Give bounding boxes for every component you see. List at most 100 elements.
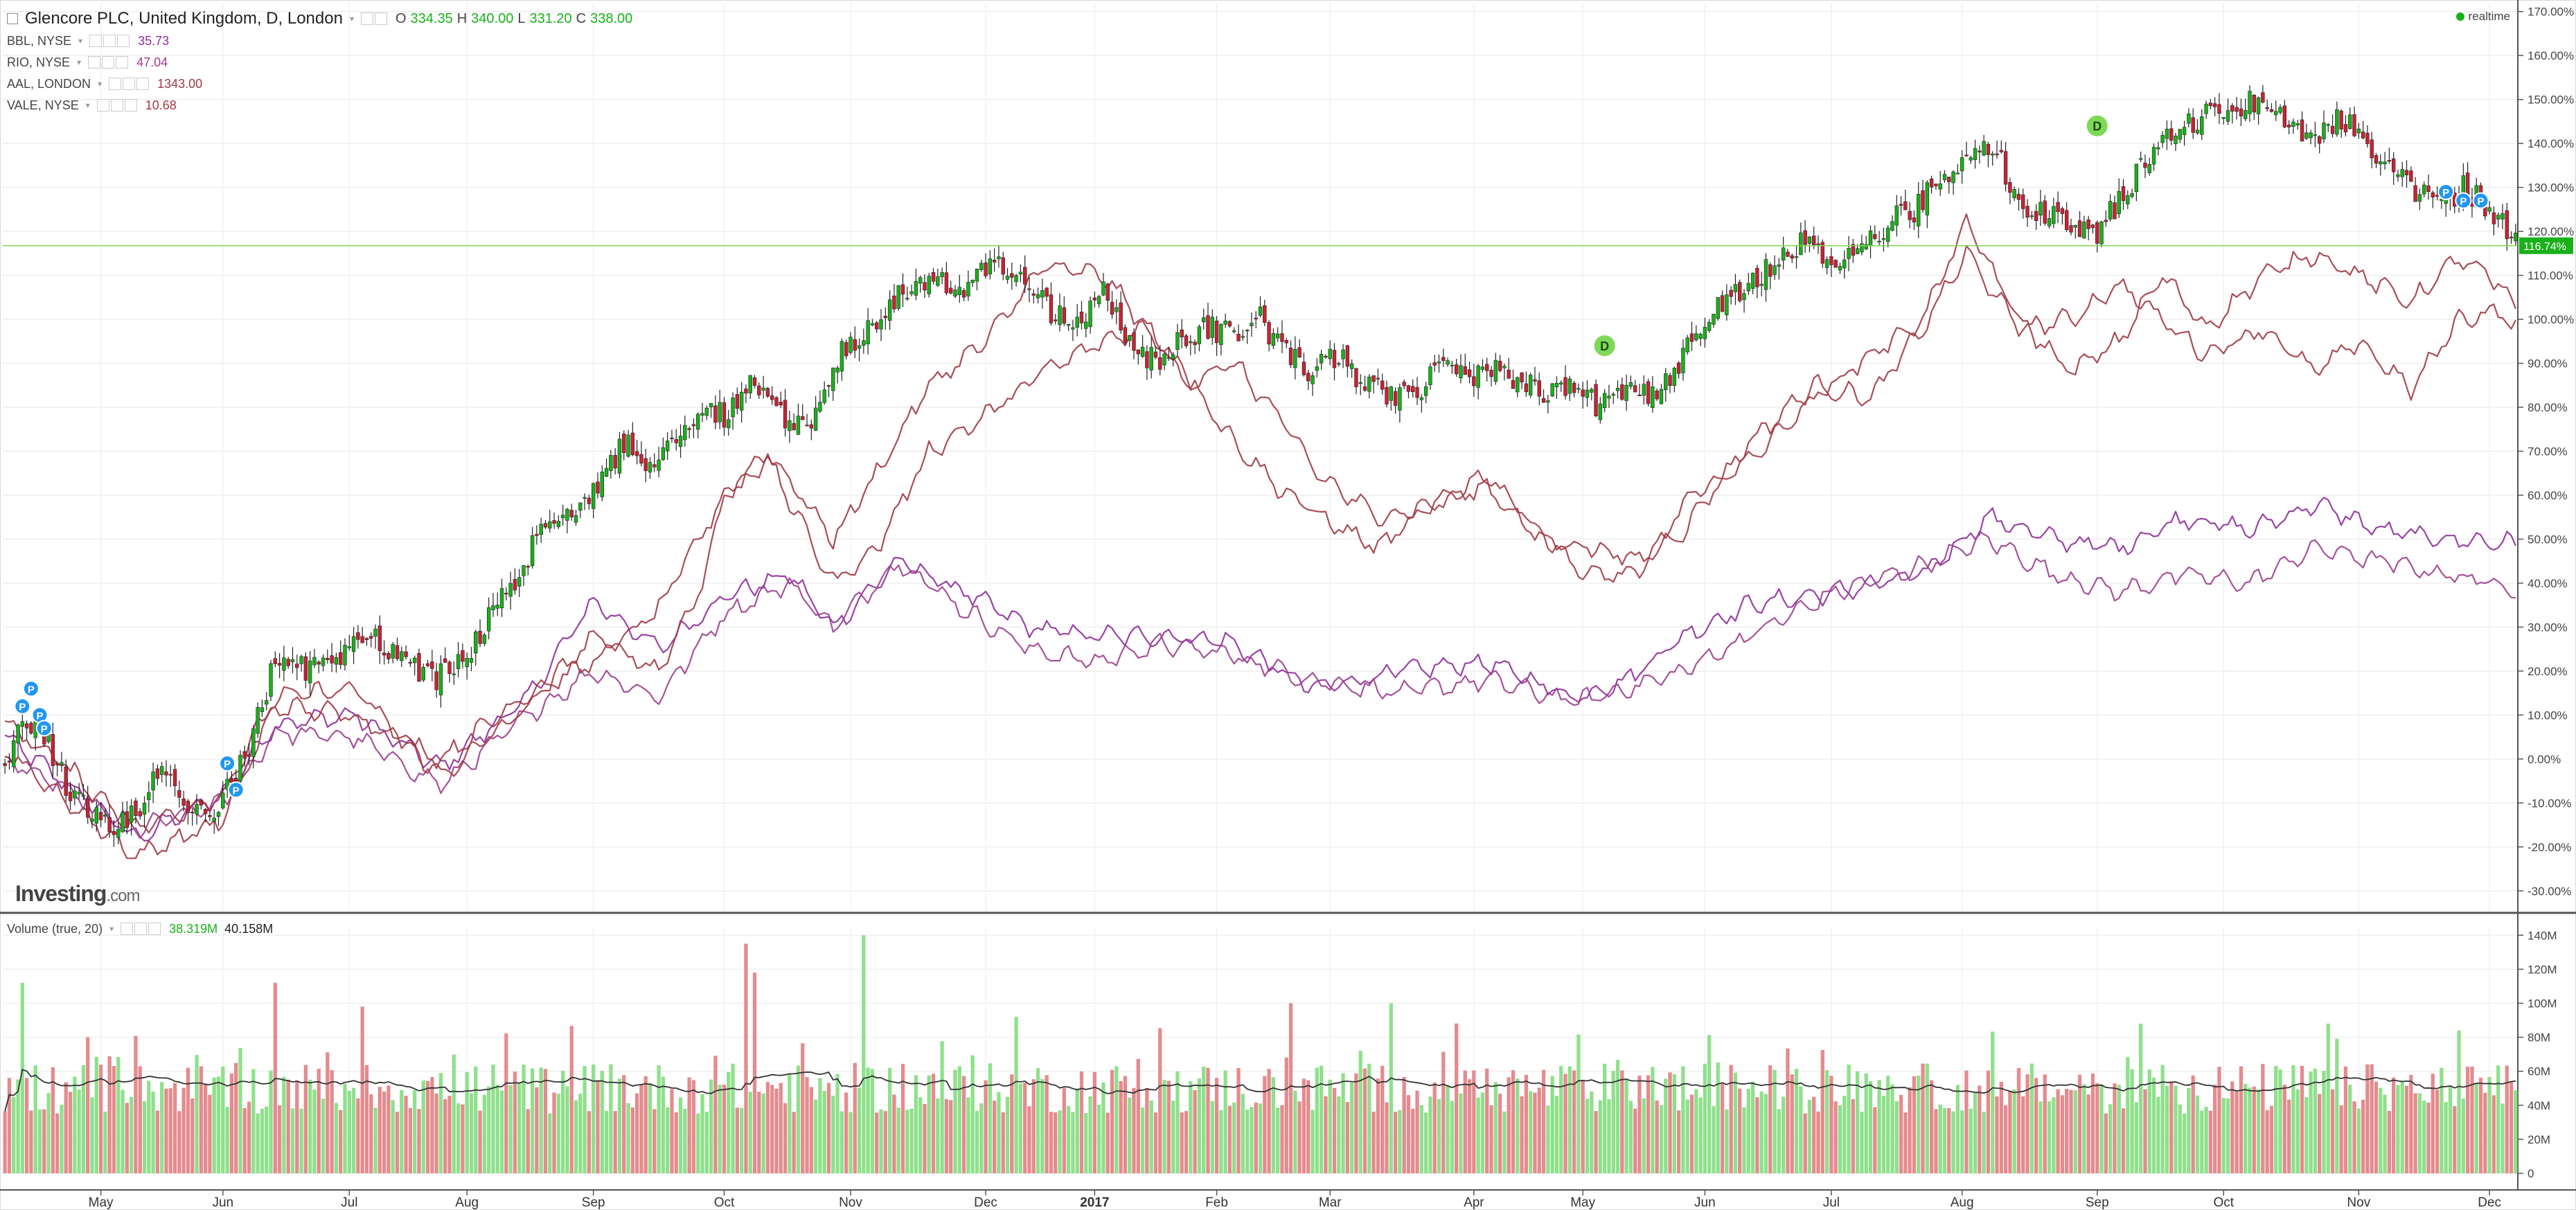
chevron-down-icon[interactable]: ▾ xyxy=(98,79,103,89)
chevron-down-icon[interactable]: ▾ xyxy=(77,57,82,67)
candle xyxy=(1437,361,1441,364)
p-marker[interactable] xyxy=(2472,192,2489,209)
volume-bar xyxy=(474,1066,478,1173)
legend-name[interactable]: BBL, NYSE xyxy=(7,33,72,48)
y-tick-label: 60.00% xyxy=(2528,489,2568,502)
candle xyxy=(1768,264,1773,277)
volume-bar xyxy=(1140,1107,1145,1173)
volume-bar xyxy=(1502,1111,1507,1173)
volume-bar xyxy=(1498,1094,1502,1173)
volume-bar xyxy=(1847,1065,1851,1173)
candle xyxy=(2221,117,2226,119)
volume-bar xyxy=(1864,1073,1868,1173)
legend-item[interactable]: RIO, NYSE ▾ 47.04 xyxy=(7,53,168,71)
volume-bar xyxy=(1345,1102,1350,1173)
volume-bar xyxy=(1851,1098,1855,1173)
candle xyxy=(744,389,748,394)
volume-bar xyxy=(2453,1106,2457,1173)
candle xyxy=(1847,248,1851,259)
legend-item[interactable]: VALE, NYSE ▾ 10.68 xyxy=(7,96,177,114)
volume-bar xyxy=(1328,1079,1332,1173)
candle xyxy=(68,792,73,801)
ohlc-value: 338.00 xyxy=(590,10,633,26)
marker-label: P xyxy=(19,702,26,713)
candle xyxy=(1415,386,1419,398)
candle xyxy=(940,272,944,278)
volume-bar xyxy=(1132,1087,1136,1173)
volume-bar xyxy=(251,1069,256,1173)
volume-controls[interactable] xyxy=(121,923,162,935)
chevron-down-icon[interactable]: ▾ xyxy=(349,14,354,24)
candle xyxy=(1271,333,1276,346)
legend-item[interactable]: AAL, LONDON ▾ 1343.00 xyxy=(7,75,202,93)
volume-bar xyxy=(674,1112,678,1173)
volume-bar xyxy=(134,1035,138,1173)
legend-name[interactable]: VALE, NYSE xyxy=(7,98,79,112)
volume-bar xyxy=(438,1073,443,1173)
volume-bar xyxy=(1868,1081,1873,1173)
candle xyxy=(713,405,718,423)
candle xyxy=(1786,251,1790,257)
legend-controls[interactable] xyxy=(88,56,130,69)
candle xyxy=(81,794,86,797)
volume-bar xyxy=(905,1110,909,1173)
volume-bar xyxy=(2435,1089,2440,1173)
chevron-down-icon[interactable]: ▾ xyxy=(85,100,90,110)
p-marker[interactable] xyxy=(2455,192,2472,209)
candle xyxy=(2169,128,2174,141)
candle xyxy=(2295,123,2300,125)
volume-bar xyxy=(1432,1082,1437,1173)
candle xyxy=(1829,256,1833,265)
candle xyxy=(657,459,661,471)
candle xyxy=(1820,242,1824,264)
legend-name[interactable]: AAL, LONDON xyxy=(7,76,91,91)
volume-bar xyxy=(1105,1112,1110,1173)
volume-bar xyxy=(1637,1075,1642,1173)
volume-bar xyxy=(364,1065,369,1173)
chart-title[interactable]: Glencore PLC, United Kingdom, D, London xyxy=(25,9,343,28)
volume-bar xyxy=(2082,1084,2086,1173)
candle xyxy=(172,769,177,786)
candle xyxy=(474,631,478,654)
chevron-down-icon[interactable]: ▾ xyxy=(109,924,114,934)
candle xyxy=(443,658,447,663)
legend-controls[interactable] xyxy=(109,78,150,90)
legend-item[interactable]: BBL, NYSE ▾ 35.73 xyxy=(7,32,169,50)
legend-controls[interactable] xyxy=(96,99,139,112)
volume-bar xyxy=(73,1076,77,1173)
legend-controls[interactable] xyxy=(89,35,131,47)
legend-name[interactable]: RIO, NYSE xyxy=(7,55,71,69)
candle xyxy=(1031,293,1036,296)
candle xyxy=(1367,376,1371,392)
p-marker[interactable] xyxy=(14,697,31,715)
volume-bar xyxy=(2265,1110,2269,1173)
volume-legend-name[interactable]: Volume (true, 20) xyxy=(7,921,103,936)
p-marker[interactable] xyxy=(22,680,39,697)
volume-bar xyxy=(1123,1076,1128,1173)
candle xyxy=(242,751,247,758)
d-marker[interactable] xyxy=(1592,334,1617,358)
candle xyxy=(883,316,888,319)
volume-bar xyxy=(387,1085,391,1173)
p-marker[interactable] xyxy=(2437,183,2455,200)
collapse-icon[interactable] xyxy=(7,13,18,24)
volume-bar xyxy=(417,1109,421,1173)
volume-bar xyxy=(826,1083,831,1173)
p-marker[interactable] xyxy=(35,720,53,737)
volume-bar xyxy=(2221,1098,2226,1173)
candle xyxy=(1716,297,1720,319)
candle xyxy=(1833,260,1838,268)
volume-bar xyxy=(1341,1073,1345,1173)
volume-bar xyxy=(949,1100,953,1173)
chevron-down-icon[interactable]: ▾ xyxy=(78,36,83,46)
header-controls[interactable] xyxy=(360,12,389,25)
candle xyxy=(20,721,25,727)
p-marker[interactable] xyxy=(227,781,245,799)
marker-label: P xyxy=(41,723,48,735)
volume-bar xyxy=(1995,1096,1999,1173)
p-marker[interactable] xyxy=(219,755,236,772)
volume-bar xyxy=(2147,1069,2151,1173)
d-marker[interactable] xyxy=(2085,114,2109,138)
candle xyxy=(1929,178,1934,188)
volume-bar xyxy=(831,1096,835,1173)
